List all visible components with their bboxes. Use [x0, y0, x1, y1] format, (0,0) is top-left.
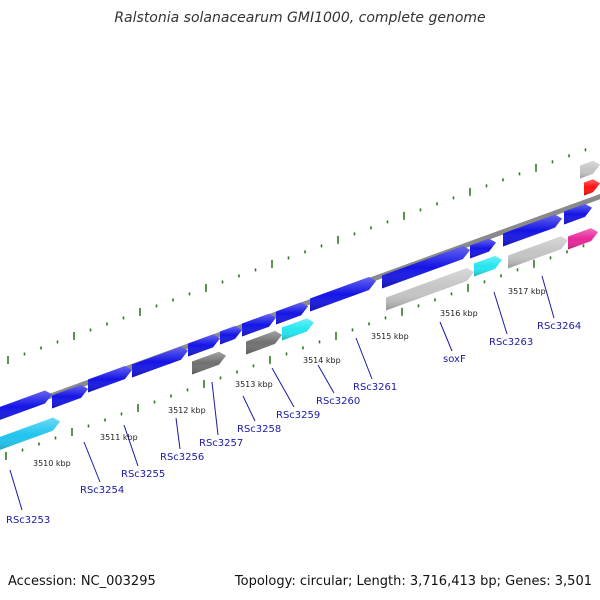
gene-arrow-shading [276, 302, 308, 325]
gene-leader-line [83, 441, 101, 483]
gene-leader-line [317, 364, 335, 394]
gene-label: RSc3256 [160, 452, 204, 463]
gene-arrow-shading [310, 277, 376, 312]
gene-label: RSc3255 [121, 469, 165, 480]
gene-arrow-shading [0, 390, 52, 420]
gene-label: RSc3254 [80, 485, 124, 496]
gene-labels: RSc3253 RSc3254 RSc3255 RSc3256 RSc3257 RSc32… [6, 275, 581, 526]
gene-features [0, 160, 600, 450]
scale-label: 3514 kbp [303, 356, 341, 365]
gene-arrow-shading [564, 203, 592, 225]
gene-arrow-shading [282, 318, 314, 341]
scale-labels: 3510 kbp 3511 kbp 3512 kbp 3513 kbp 3514 kbp… [33, 287, 546, 468]
gene-leader-line [211, 381, 219, 436]
gene-arrow-shading [580, 160, 600, 179]
gene-arrow-shading [584, 179, 600, 196]
gene-arrow-shading [246, 330, 282, 355]
gene-arrow-shading [474, 255, 502, 277]
gene-arrow-shading [0, 417, 60, 450]
scale-label: 3512 kbp [168, 406, 206, 415]
gene-arrow-shading [470, 238, 496, 259]
gene-label: soxF [443, 354, 466, 365]
scale-label: 3515 kbp [371, 332, 409, 341]
scale-label: 3517 kbp [508, 287, 546, 296]
scale-label: 3513 kbp [235, 380, 273, 389]
gene-leader-line [242, 395, 256, 422]
gene-leader-line [355, 337, 373, 380]
gene-leader-line [439, 321, 453, 352]
gene-label: RSc3257 [199, 438, 243, 449]
gene-leader-line [493, 291, 508, 335]
topology-text: Topology: circular; Length: 3,716,413 bp… [234, 574, 592, 589]
gene-arrow-shading [508, 236, 568, 269]
gene-label: RSc3261 [353, 382, 397, 393]
gene-label: RSc3258 [237, 424, 281, 435]
gene-arrow-shading [88, 366, 132, 393]
gene-label: RSc3264 [537, 321, 581, 332]
gene-leader-line [175, 417, 181, 450]
outer-tick-ring [7, 148, 587, 364]
gene-arrow-shading [242, 313, 276, 337]
gene-label: RSc3259 [276, 410, 320, 421]
gene-leader-line [541, 275, 555, 319]
scale-label: 3516 kbp [440, 309, 478, 318]
gene-leader-line [271, 367, 295, 408]
gene-leader-line [123, 424, 139, 467]
gene-arrow-shading [52, 384, 88, 409]
gene-arrow-shading [220, 326, 242, 345]
gene-label: RSc3253 [6, 515, 50, 526]
gene-arrow-shading [132, 346, 188, 378]
accession-text: Accession: NC_003295 [8, 574, 156, 589]
gene-arrow-shading [386, 268, 474, 311]
gene-leader-line [9, 469, 23, 511]
inner-tick-ring [5, 244, 585, 460]
gene-label: RSc3260 [316, 396, 360, 407]
gene-arrow-shading [503, 214, 562, 247]
scale-label: 3510 kbp [33, 459, 71, 468]
map-title: Ralstonia solanacearum GMI1000, complete… [114, 10, 486, 26]
gene-arrow-shading [382, 246, 470, 289]
gene-arrow-shading [188, 334, 220, 357]
gene-arrow-shading [192, 351, 226, 375]
scale-label: 3511 kbp [100, 433, 138, 442]
gene-label: RSc3263 [489, 337, 533, 348]
gene-arrow-shading [568, 228, 598, 250]
